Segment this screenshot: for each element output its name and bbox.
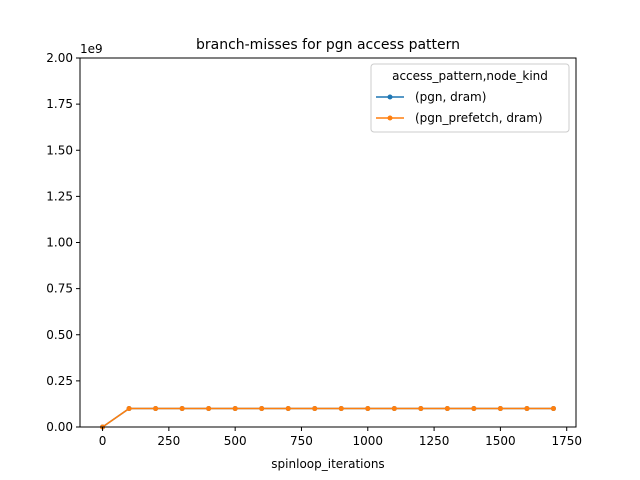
- data-point-1-12: [418, 406, 424, 412]
- data-point-1-13: [444, 406, 450, 412]
- x-tick-label-4: 1000: [353, 434, 384, 448]
- y-tick-label-7: 1.75: [46, 97, 73, 111]
- y-tick-label-2: 0.50: [46, 328, 73, 342]
- data-point-1-8: [312, 406, 318, 412]
- data-point-1-16: [524, 406, 530, 412]
- data-point-1-17: [550, 406, 556, 412]
- data-point-1-1: [126, 406, 132, 412]
- y-tick-label-0: 0.00: [46, 420, 73, 434]
- y-tick-label-8: 2.00: [46, 51, 73, 65]
- legend-marker-pgn-prefetch-dram: [387, 115, 393, 121]
- legend-label-pgn-prefetch-dram: (pgn_prefetch, dram): [415, 111, 543, 125]
- legend-title: access_pattern,node_kind: [392, 69, 548, 83]
- y-tick-label-5: 1.25: [46, 189, 73, 203]
- y-offset-label: 1e9: [80, 42, 103, 56]
- data-point-1-15: [497, 406, 503, 412]
- data-point-1-6: [259, 406, 265, 412]
- x-tick-label-2: 500: [224, 434, 247, 448]
- x-tick-label-5: 1250: [419, 434, 450, 448]
- data-point-1-9: [338, 406, 344, 412]
- data-point-1-7: [285, 406, 291, 412]
- plot-area: 0 250 500 750 1000 1250 1500 1750 0.00 0.25 0.50 0.…: [46, 51, 582, 448]
- y-tick-label-3: 0.75: [46, 282, 73, 296]
- legend: access_pattern,node_kind (pgn, dram) (pg…: [370, 63, 570, 133]
- data-point-1-4: [206, 406, 212, 412]
- x-axis-label: spinloop_iterations: [271, 457, 384, 471]
- chart-title: branch-misses for pgn access pattern: [196, 37, 460, 53]
- x-tick-label-7: 1750: [551, 434, 582, 448]
- y-tick-label-4: 1.00: [46, 236, 73, 250]
- y-tick-label-1: 0.25: [46, 374, 73, 388]
- x-tick-label-3: 750: [290, 434, 313, 448]
- legend-marker-pgn-dram: [387, 94, 393, 100]
- x-tick-label-6: 1500: [485, 434, 516, 448]
- legend-frame: [370, 63, 570, 133]
- data-point-1-3: [179, 406, 185, 412]
- data-point-1-11: [391, 406, 397, 412]
- series-line-1: [102, 407, 554, 428]
- data-point-1-5: [232, 406, 238, 412]
- x-tick-label-1: 250: [157, 434, 180, 448]
- legend-label-pgn-dram: (pgn, dram): [415, 90, 486, 104]
- x-tick-label-0: 0: [99, 434, 107, 448]
- data-point-1-14: [471, 406, 477, 412]
- data-point-1-2: [153, 406, 159, 412]
- y-tick-label-6: 1.50: [46, 143, 73, 157]
- data-point-1-10: [365, 406, 371, 412]
